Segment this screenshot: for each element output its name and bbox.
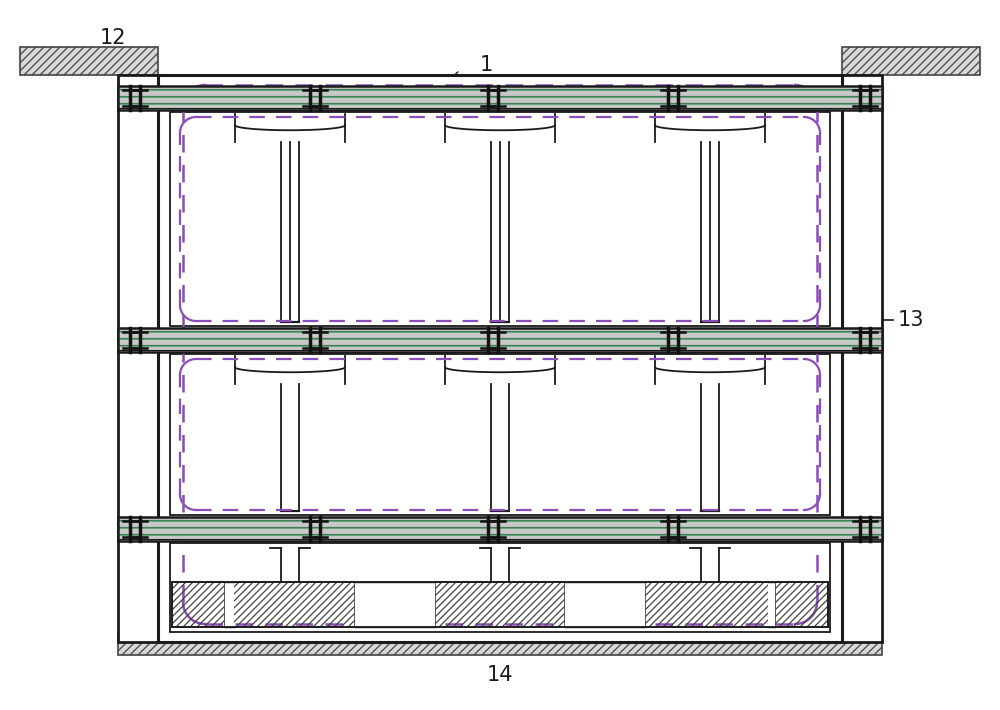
Bar bbox=[170, 543, 830, 632]
Bar bbox=[355, 581, 435, 628]
Bar bbox=[158, 75, 842, 642]
Bar bbox=[565, 581, 645, 628]
Text: 13: 13 bbox=[898, 310, 924, 330]
Bar bbox=[170, 354, 830, 515]
Bar bbox=[172, 582, 232, 627]
Bar bbox=[118, 86, 882, 110]
Bar bbox=[118, 517, 882, 541]
Bar bbox=[842, 47, 980, 75]
Bar bbox=[170, 112, 830, 326]
Text: 1: 1 bbox=[455, 302, 468, 322]
Bar bbox=[118, 635, 882, 655]
Text: 12: 12 bbox=[100, 28, 126, 48]
Bar bbox=[842, 75, 882, 642]
Bar bbox=[645, 582, 775, 627]
Bar bbox=[768, 581, 775, 628]
Bar bbox=[225, 582, 355, 627]
Text: 1: 1 bbox=[480, 55, 493, 75]
Bar bbox=[172, 582, 828, 627]
Bar bbox=[118, 328, 882, 352]
Bar bbox=[118, 75, 158, 642]
Bar bbox=[225, 581, 234, 628]
Bar bbox=[20, 47, 158, 75]
Bar bbox=[435, 582, 565, 627]
Text: 2: 2 bbox=[215, 460, 228, 480]
Text: 14: 14 bbox=[487, 665, 513, 685]
Bar bbox=[768, 582, 828, 627]
